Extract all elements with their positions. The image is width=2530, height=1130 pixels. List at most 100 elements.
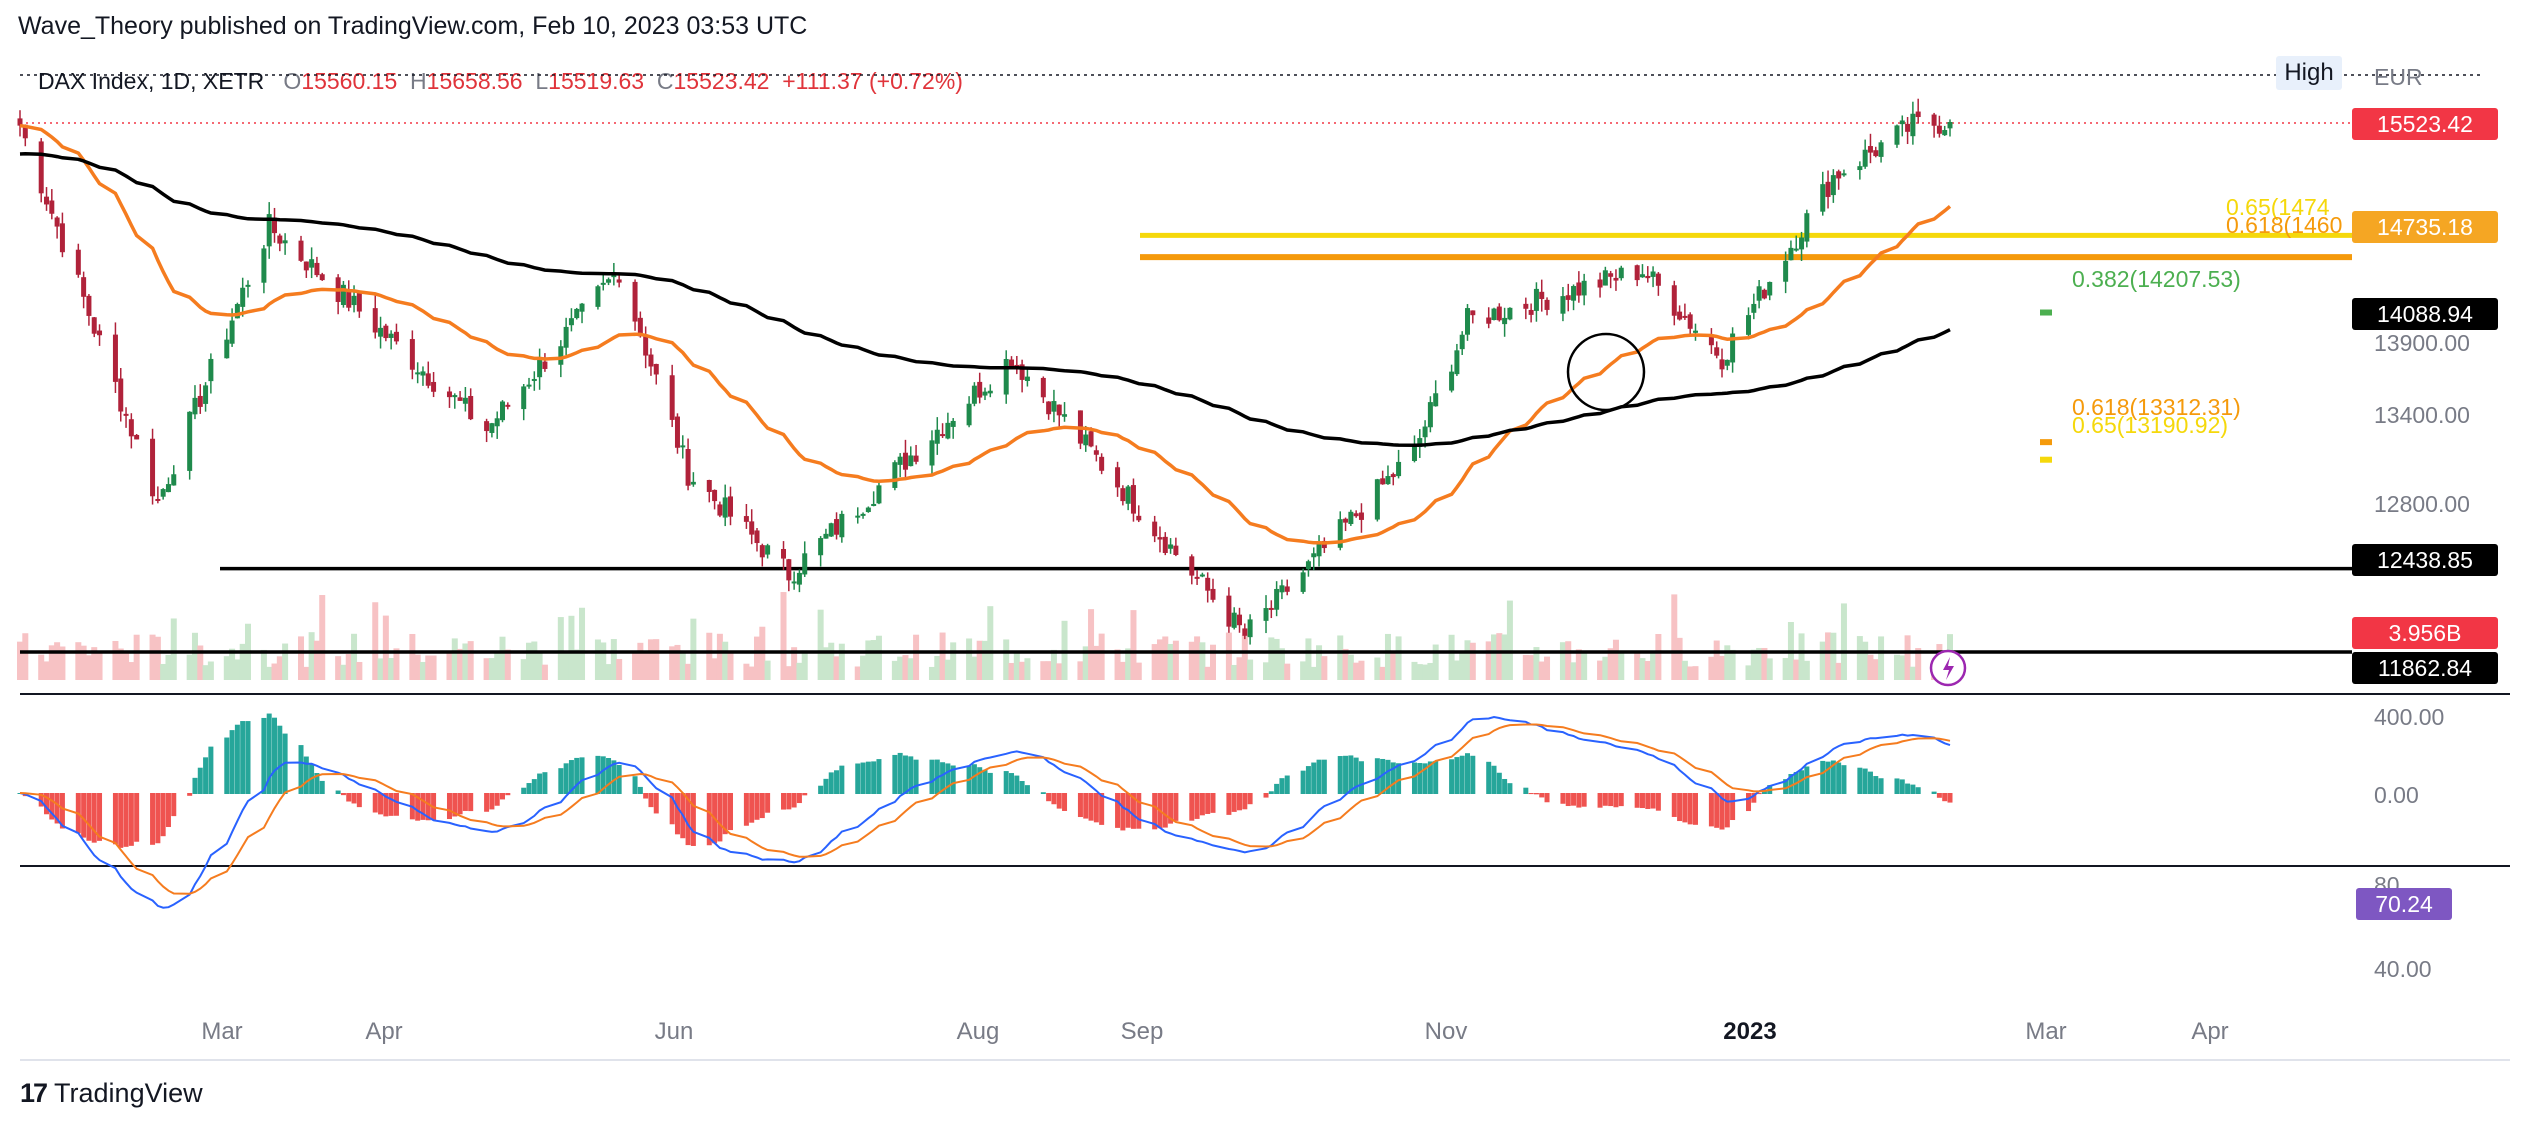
candle-body	[908, 455, 914, 467]
volume-bar	[1013, 651, 1020, 680]
macd-histogram-bar	[1899, 779, 1905, 794]
volume-bar	[446, 652, 453, 680]
volume-bar	[1565, 641, 1572, 680]
volume-bar	[1247, 659, 1254, 680]
volume-bar	[22, 633, 29, 680]
candle-body	[150, 438, 156, 497]
macd-histogram-bar	[1714, 793, 1720, 828]
macd-histogram-bar	[240, 721, 246, 794]
macd-histogram-bar	[632, 776, 638, 794]
volume-bar	[685, 663, 692, 680]
fib-level-label: 0.65(13190.92)	[2072, 412, 2229, 438]
candle-body	[1714, 347, 1720, 356]
last-price-label: 15523.42	[2352, 108, 2498, 140]
macd-histogram-bar	[266, 713, 272, 794]
macd-histogram-bar	[1862, 768, 1868, 794]
volume-bar	[934, 655, 941, 680]
volume-bar	[186, 654, 193, 680]
macd-histogram-bar	[648, 793, 654, 808]
volume-bar	[335, 656, 342, 680]
volume-bar	[372, 602, 379, 680]
macd-histogram-bar	[97, 793, 103, 841]
volume-bar	[1872, 659, 1879, 680]
candle-body	[674, 416, 680, 448]
candle-body	[234, 304, 240, 319]
macd-histogram-bar	[1470, 755, 1476, 794]
high-button[interactable]: High	[2276, 56, 2342, 90]
macd-histogram-bar	[1836, 762, 1842, 794]
candle-body	[81, 277, 87, 297]
macd-histogram-bar	[272, 717, 278, 794]
candle-body	[934, 429, 940, 444]
volume-bar	[451, 638, 458, 680]
price-tick: 13900.00	[2374, 330, 2470, 356]
volume-bar	[1793, 659, 1800, 680]
volume-bar	[1358, 660, 1365, 680]
candle-body	[1841, 173, 1847, 176]
volume-bar	[1602, 656, 1609, 680]
volume-bar	[1819, 641, 1826, 680]
candle-body	[1343, 518, 1349, 523]
candle-body	[1046, 401, 1052, 415]
candle-body	[484, 421, 490, 432]
macd-histogram-bar	[462, 793, 468, 811]
candle-body	[1093, 450, 1099, 455]
candle-body	[717, 504, 723, 516]
macd-histogram-bar	[722, 793, 728, 835]
candle-body	[929, 440, 935, 466]
macd-histogram-bar	[690, 793, 696, 846]
candle-body	[346, 289, 352, 308]
volume-bar	[1681, 660, 1688, 680]
volume-bar	[976, 640, 983, 680]
candle-body	[759, 545, 765, 558]
macd-histogram-bar	[1237, 793, 1243, 811]
volume-bar	[605, 664, 612, 680]
macd-histogram-bar	[611, 760, 617, 794]
volume-bar	[610, 639, 617, 680]
candle-body	[1650, 271, 1656, 277]
candle-body	[1507, 307, 1513, 320]
tradingview-footer[interactable]: 17 TradingView	[20, 1078, 203, 1109]
candle-body	[818, 538, 824, 556]
volume-bar	[1830, 632, 1837, 680]
macd-histogram-bar	[685, 793, 691, 846]
macd-histogram-bar	[1093, 793, 1099, 823]
volume-bar	[223, 656, 230, 680]
candle-body	[309, 259, 315, 268]
macd-histogram-bar	[1486, 761, 1492, 794]
candle-body	[192, 397, 198, 415]
volume-bar	[1782, 658, 1789, 680]
candle-body	[796, 572, 802, 585]
candle-body	[118, 378, 124, 412]
volume-bar	[1427, 662, 1434, 680]
candle-body	[1189, 556, 1195, 576]
candle-body	[600, 282, 606, 285]
macd-histogram-bar	[802, 793, 808, 796]
volume-bar	[91, 647, 98, 680]
candle-body	[1284, 586, 1290, 592]
symbol-label[interactable]: DAX Index, 1D, XETR	[38, 68, 265, 94]
volume-bar	[345, 654, 352, 680]
volume-bar	[1162, 636, 1169, 680]
candle-body	[1231, 612, 1237, 628]
macd-histogram-bar	[1226, 793, 1232, 815]
candle-body	[1608, 273, 1614, 277]
volume-bar	[409, 633, 416, 680]
volume-bar	[1915, 648, 1922, 680]
volume-bar	[573, 649, 580, 680]
candle-body	[966, 403, 972, 426]
macd-histogram-bar	[1507, 783, 1513, 794]
macd-histogram-bar	[706, 793, 712, 846]
volume-bar	[637, 642, 644, 680]
macd-histogram-bar	[616, 765, 622, 794]
candle-body	[49, 200, 55, 214]
volume-bar	[504, 649, 511, 680]
candle-body	[1099, 456, 1105, 471]
candle-body	[319, 274, 325, 281]
macd-histogram-bar	[1120, 793, 1126, 831]
volume-bar	[1644, 660, 1651, 680]
candle-body	[1237, 614, 1243, 626]
macd-histogram-bar	[1433, 760, 1439, 794]
volume-bar	[1056, 663, 1063, 680]
